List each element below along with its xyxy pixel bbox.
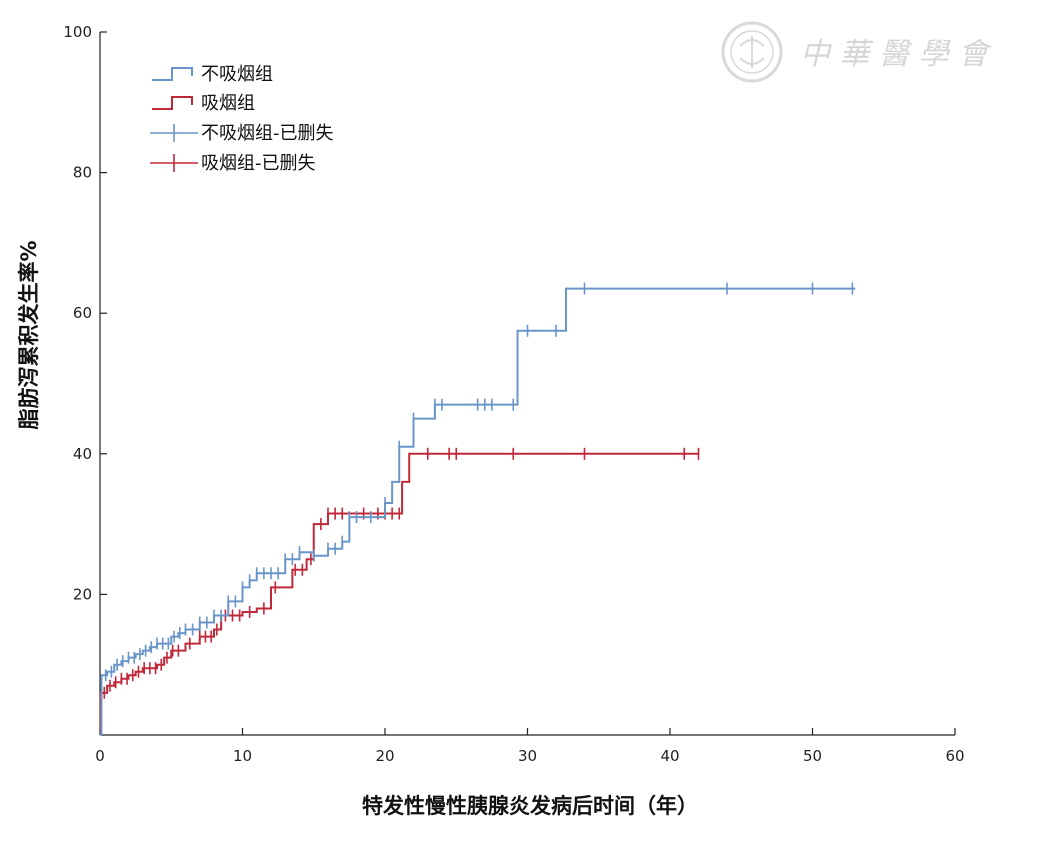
x-tick-label: 60 <box>945 747 964 765</box>
legend-label: 吸烟组-已删失 <box>201 153 316 174</box>
legend-item: 不吸烟组 <box>152 64 273 85</box>
legend-step-symbol <box>152 96 193 110</box>
series-line <box>99 452 699 736</box>
legend-item: 不吸烟组-已删失 <box>150 123 334 144</box>
society-seal-icon <box>721 21 783 83</box>
series-1 <box>99 447 700 736</box>
x-tick-label: 30 <box>518 747 537 765</box>
legend-step-symbol <box>152 67 193 81</box>
y-tick-label: 80 <box>73 164 92 182</box>
legend-label: 不吸烟组-已删失 <box>201 123 334 144</box>
x-tick-label: 50 <box>803 747 822 765</box>
ticks: 0 10 20 30 40 50 60 20 40 60 80 100 <box>63 23 964 765</box>
y-tick-label: 20 <box>73 585 92 603</box>
y-tick-label: 60 <box>73 304 92 322</box>
y-tick-label: 40 <box>73 445 92 463</box>
x-tick-label: 40 <box>660 747 679 765</box>
y-axis-title: 脂肪泻累积发生率% <box>17 240 41 429</box>
x-tick-label: 10 <box>233 747 252 765</box>
legend-label: 吸烟组 <box>201 93 255 114</box>
series-layer <box>99 282 856 736</box>
series-0 <box>100 282 856 736</box>
y-tick-label: 100 <box>63 23 92 41</box>
legend-item: 吸烟组 <box>152 93 255 114</box>
watermark: 中 華 醫 學 會 <box>721 21 992 83</box>
legend-item: 吸烟组-已删失 <box>150 153 316 174</box>
series-line <box>100 287 856 736</box>
x-tick-label: 20 <box>375 747 394 765</box>
x-tick-label: 0 <box>95 747 105 765</box>
x-axis-title: 特发性慢性胰腺炎发病后时间（年） <box>362 794 698 818</box>
watermark-text: 中 華 醫 學 會 <box>800 37 992 72</box>
legend-label: 不吸烟组 <box>201 64 273 85</box>
